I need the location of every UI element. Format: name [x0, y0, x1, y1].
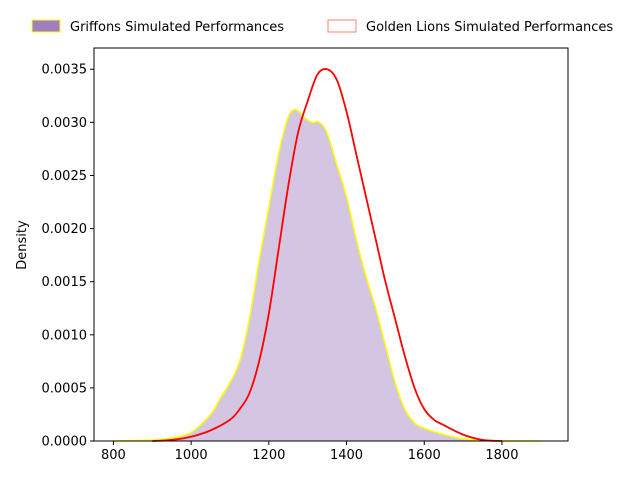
plot-frame [93, 47, 569, 442]
y-tick-label: 0.0035 [42, 63, 88, 78]
legend-swatch-griffons [31, 19, 61, 33]
series-area-griffons [113, 109, 541, 442]
y-tick-label: 0.0020 [42, 222, 88, 237]
plot-area [113, 68, 541, 442]
y-tick-label: 0.0025 [42, 169, 88, 184]
y-tick-label: 0.0015 [42, 275, 88, 290]
y-tick-label: 0.0010 [42, 328, 88, 343]
x-tick-label: 1400 [330, 448, 363, 463]
y-axis-label: Density [15, 220, 30, 270]
x-tick-label: 1200 [252, 448, 285, 463]
x-tick-label: 800 [101, 448, 126, 463]
x-tick-label: 1000 [175, 448, 208, 463]
x-tick-label: 1600 [408, 448, 441, 463]
series-line-griffons [113, 108, 541, 442]
series-line-golden-lions [152, 68, 502, 442]
legend: Griffons Simulated Performances Golden L… [31, 19, 613, 35]
legend-label-griffons: Griffons Simulated Performances [70, 20, 284, 35]
y-tick-label: 0.0005 [42, 381, 88, 396]
axes: 800 1000 1200 1400 1600 1800 0.0000 0.0005 0.001… [42, 47, 569, 463]
legend-label-golden-lions: Golden Lions Simulated Performances [366, 20, 613, 35]
legend-swatch-golden-lions [327, 19, 357, 33]
y-tick-label: 0.0030 [42, 116, 88, 131]
x-tick-label: 1800 [485, 448, 518, 463]
y-tick-label: 0.0000 [42, 435, 88, 450]
